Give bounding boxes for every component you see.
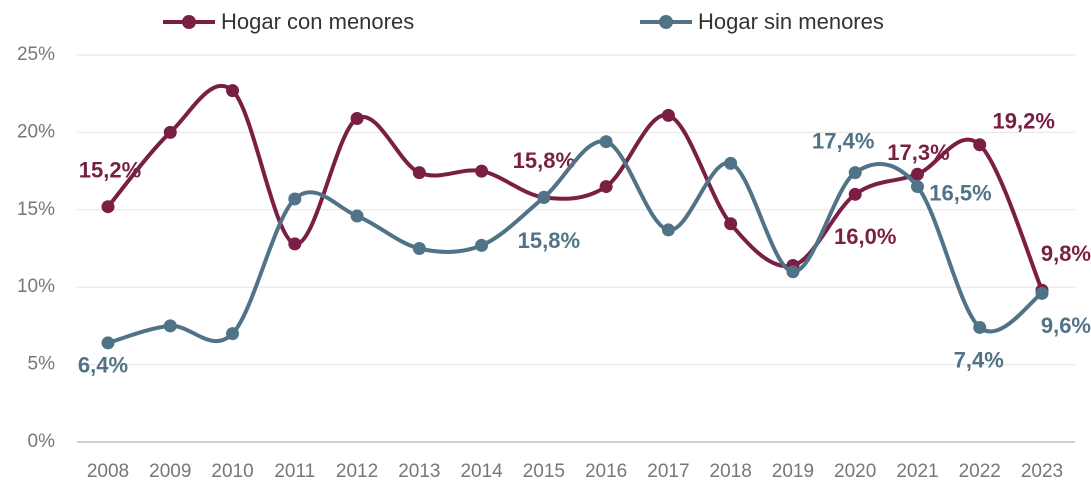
y-tick-label: 0% <box>28 431 56 452</box>
legend-label: Hogar con menores <box>221 9 414 34</box>
x-tick-label: 2016 <box>585 461 627 482</box>
data-label: 7,4% <box>954 347 1004 372</box>
data-point <box>163 125 177 139</box>
data-point <box>661 108 675 122</box>
x-tick-label: 2010 <box>211 461 253 482</box>
data-label: 6,4% <box>78 353 128 378</box>
series-line <box>106 83 1044 293</box>
data-point <box>226 84 240 98</box>
data-point <box>724 217 738 231</box>
y-tick-label: 20% <box>17 121 55 142</box>
x-tick-label: 2014 <box>460 461 503 482</box>
legend-marker <box>659 15 673 29</box>
data-point <box>599 135 613 149</box>
data-label: 19,2% <box>993 109 1055 134</box>
data-point <box>226 327 240 341</box>
data-point <box>973 138 987 152</box>
y-tick-label: 5% <box>28 354 56 375</box>
y-tick-label: 15% <box>17 199 55 220</box>
data-point <box>910 167 924 181</box>
data-label: 16,0% <box>834 224 896 249</box>
x-tick-label: 2020 <box>834 461 876 482</box>
data-point <box>475 164 489 178</box>
data-point <box>101 336 115 350</box>
x-tick-label: 2022 <box>959 461 1001 482</box>
data-label: 16,5% <box>929 180 991 205</box>
data-point <box>537 190 551 204</box>
y-tick-label: 10% <box>17 276 55 297</box>
data-point <box>599 180 613 194</box>
data-label: 9,6% <box>1041 313 1091 338</box>
x-tick-label: 2018 <box>710 461 752 482</box>
data-point <box>412 166 426 180</box>
x-tick-label: 2021 <box>896 461 938 482</box>
y-tick-label: 25% <box>17 44 55 65</box>
x-tick-label: 2017 <box>647 461 689 482</box>
data-point <box>848 166 862 180</box>
data-point <box>288 192 302 206</box>
series: 6,4% 15,8% 17,4% 16,5% 7,4% 9,6% <box>78 128 1091 377</box>
legend-marker <box>182 15 196 29</box>
data-point <box>350 111 364 125</box>
x-tick-label: 2019 <box>772 461 814 482</box>
data-label: 9,8% <box>1041 241 1091 266</box>
x-tick-label: 2011 <box>274 461 315 482</box>
x-tick-label: 2009 <box>149 461 191 482</box>
data-label: 15,8% <box>518 228 580 253</box>
data-label: 15,8% <box>513 148 575 173</box>
data-point <box>412 242 426 255</box>
data-point <box>1035 286 1049 300</box>
data-point <box>101 200 115 214</box>
data-point <box>288 237 302 251</box>
data-point <box>910 180 924 194</box>
x-tick-label: 2012 <box>336 461 378 482</box>
legend-label: Hogar sin menores <box>698 9 884 34</box>
x-tick-label: 2015 <box>523 461 565 482</box>
data-label: 17,4% <box>812 128 874 153</box>
x-tick-label: 2013 <box>398 461 440 482</box>
data-point <box>350 209 364 223</box>
x-tick-label: 2008 <box>87 461 129 482</box>
x-tick-label: 2023 <box>1021 461 1063 482</box>
data-point <box>848 187 862 201</box>
data-point <box>786 265 800 279</box>
data-point <box>475 238 489 252</box>
data-label: 17,3% <box>887 140 949 165</box>
data-point <box>163 319 177 333</box>
data-point <box>973 320 987 334</box>
data-point <box>661 223 675 237</box>
data-label: 15,2% <box>79 158 141 183</box>
data-point <box>724 156 738 170</box>
